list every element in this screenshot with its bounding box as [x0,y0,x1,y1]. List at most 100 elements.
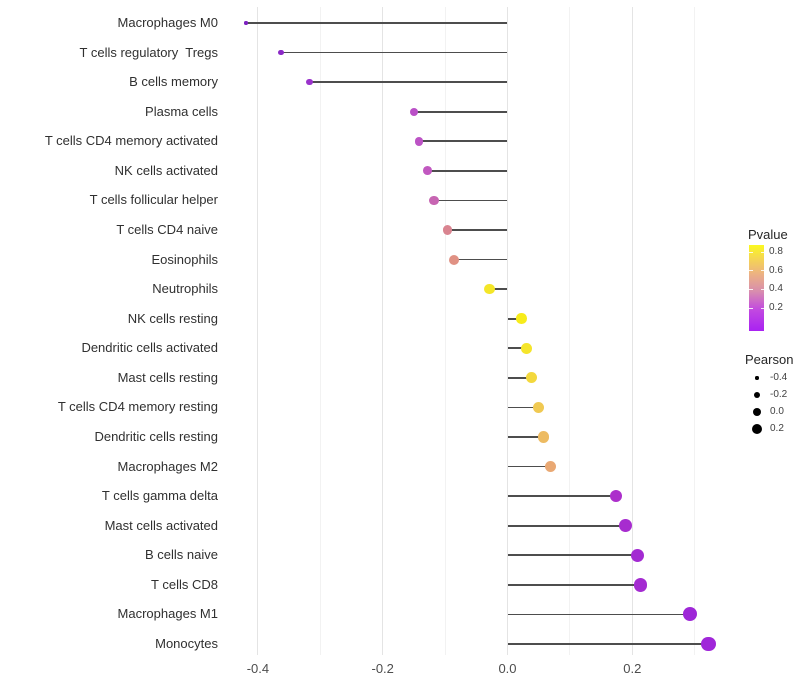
x-axis-tick-label: 0.0 [498,661,517,676]
pearson-size-dot [752,407,762,417]
gridline-major [257,7,259,655]
y-axis-label: Macrophages M2 [117,458,218,474]
y-axis-label: T cells CD4 memory resting [57,399,218,415]
pearson-size-dot [755,376,759,380]
y-axis-label: NK cells activated [114,162,218,178]
y-axis-label: Dendritic cells resting [94,428,218,444]
pvalue-tick-label: 0.8 [769,246,783,257]
lollipop-stem [433,199,508,202]
x-axis-tick-label: -0.2 [371,661,394,676]
gridline-major [631,7,633,655]
x-axis-tick-label: -0.4 [246,661,270,676]
pvalue-tick-label: 0.2 [769,302,783,313]
gridline-minor [444,7,446,655]
lollipop-stem [427,170,508,172]
gridline-major [507,7,508,655]
pearson-legend-title: Pearson [745,352,794,367]
lollipop-dot [520,342,532,354]
lollipop-dot [515,313,527,324]
lollipop-stem [507,406,539,409]
lollipop-dot [544,460,557,473]
y-axis-label: B cells memory [129,74,218,90]
lollipop-stem [507,436,544,438]
gridline-minor [569,7,571,655]
y-axis-label: T cells follicular helper [89,192,218,208]
lollipop-stem [309,81,508,83]
lollipop-dot [442,225,453,235]
y-axis-label: Eosinophils [151,251,219,267]
lollipop-dot [306,78,313,86]
pvalue-tick-mark [760,288,764,291]
y-axis-label: T cells CD4 naive [116,221,218,237]
pearson-size-dot [751,423,763,435]
lollipop-dot [414,136,424,146]
lollipop-dot [448,254,459,265]
y-axis-label: T cells CD4 memory activated [44,133,218,149]
pvalue-tick-mark [749,288,753,291]
lollipop-dot [423,166,433,176]
x-axis-tick-label: 0.2 [623,661,642,676]
gridline-minor [319,7,321,655]
lollipop-dot [630,548,644,562]
pearson-size-dot [753,391,761,399]
lollipop-dot [618,519,632,533]
lollipop-dot [633,578,648,592]
lollipop-dot [537,431,550,443]
lollipop-stem [413,110,508,113]
lollipop-stem [453,258,508,261]
lollipop-dot [701,636,716,652]
pvalue-tick-mark [749,307,753,309]
pearson-tick-label: 0.2 [770,423,784,434]
lollipop-dot [525,372,537,384]
lollipop-dot [609,489,623,503]
lollipop-stem [280,51,508,54]
lollipop-stem [507,643,709,645]
lollipop-stem [507,495,617,497]
y-axis-label: T cells CD8 [151,576,218,592]
lollipop-stem [507,317,522,320]
lollipop-dot [683,607,698,622]
y-axis-label: T cells gamma delta [101,488,218,504]
lollipop-stem [447,229,508,231]
y-axis-label: Mast cells activated [104,517,218,533]
pearson-tick-label: 0.0 [770,406,784,417]
lollipop-stem [418,140,508,143]
pvalue-tick-label: 0.4 [769,283,783,295]
lollipop-dot [244,21,248,25]
lollipop-stem [507,347,527,350]
pvalue-tick-label: 0.6 [769,264,783,276]
y-axis-label: Neutrophils [152,281,218,297]
y-axis-label: NK cells resting [127,310,218,326]
lollipop-stem [507,554,638,557]
y-axis-label: T cells regulatory Tregs [79,44,218,60]
lollipop-dot [429,195,439,206]
y-axis-label: Macrophages M0 [117,15,218,30]
pvalue-tick-mark [760,251,764,253]
y-axis-label: Plasma cells [145,103,218,119]
lollipop-stem [507,524,626,527]
lollipop-stem [507,465,551,468]
lollipop-stem [507,377,532,379]
lollipop-stem [507,613,691,616]
pearson-tick-label: -0.2 [770,389,788,400]
lollipop-dot [278,49,284,56]
pvalue-tick-mark [760,270,764,272]
pvalue-tick-mark [749,251,753,253]
pvalue-tick-mark [749,270,753,272]
y-axis-label: Mast cells resting [117,369,218,385]
pvalue-colorbar [749,245,764,331]
y-axis-label: Dendritic cells activated [81,340,218,356]
lollipop-stem [246,22,508,24]
y-axis-label: B cells naive [145,547,218,563]
lollipop-dot [484,283,495,295]
gridline-minor [694,7,696,655]
lollipop-stem [489,288,508,290]
lollipop-dot [533,401,545,414]
lollipop-dot [409,107,419,116]
pvalue-legend-title: Pvalue [748,227,788,242]
y-axis-label: Monocytes [155,635,218,651]
pearson-tick-label: -0.4 [770,372,788,383]
y-axis-label: Macrophages M1 [117,606,218,622]
pvalue-tick-mark [760,307,764,309]
